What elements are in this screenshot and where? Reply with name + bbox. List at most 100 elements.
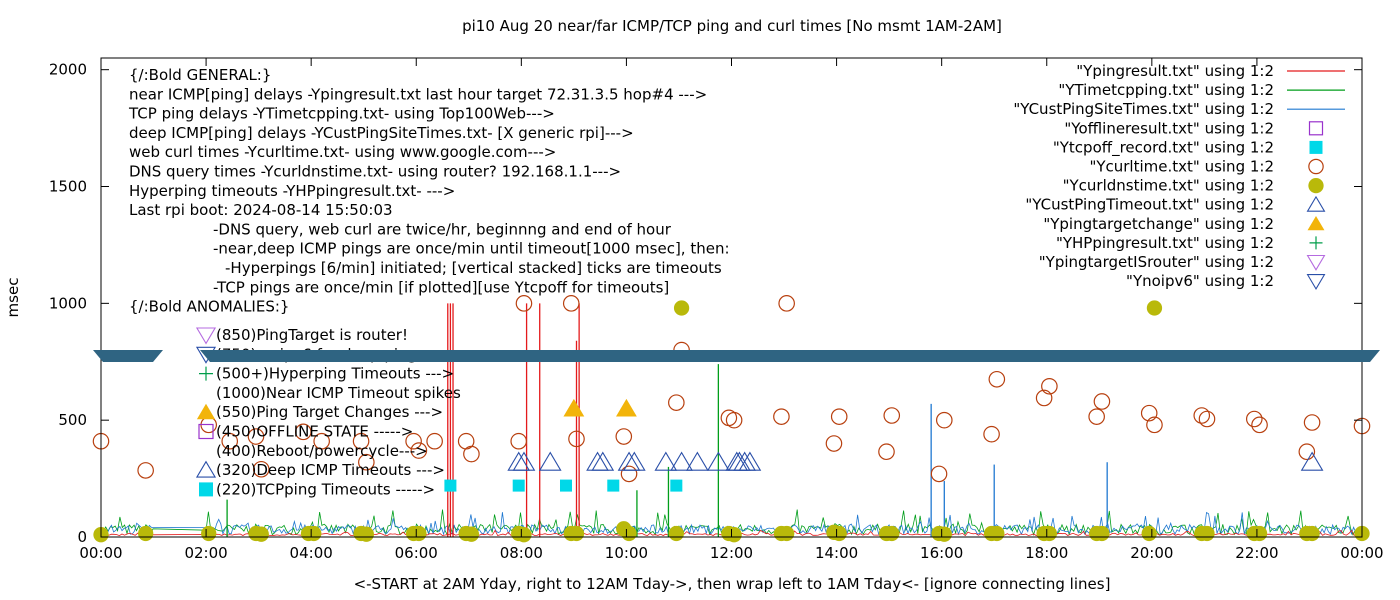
data-point bbox=[830, 408, 848, 425]
data-point bbox=[358, 453, 375, 471]
anomaly-text: (400)Reboot/powercycle---> bbox=[216, 442, 428, 460]
x-tick-label: 14:00 bbox=[815, 544, 858, 562]
data-point bbox=[668, 394, 685, 411]
data-point bbox=[253, 526, 269, 542]
anomaly-marker bbox=[199, 482, 213, 497]
data-point bbox=[831, 525, 847, 542]
data-point bbox=[615, 428, 633, 445]
data-point bbox=[1304, 525, 1320, 542]
anomaly-marker bbox=[196, 403, 216, 420]
annotation-text: near ICMP[ping] delays -Ypingresult.txt … bbox=[129, 85, 707, 103]
y-tick-label: 1000 bbox=[49, 294, 87, 312]
data-point bbox=[1140, 404, 1158, 422]
data-point bbox=[1094, 525, 1110, 542]
data-point bbox=[930, 465, 948, 483]
data-point bbox=[591, 451, 615, 471]
data-point bbox=[725, 411, 743, 429]
data-point bbox=[607, 479, 620, 492]
legend-label: "Ycurltime.txt" using 1:2 bbox=[1089, 158, 1274, 176]
data-point bbox=[778, 295, 795, 312]
data-point bbox=[1300, 451, 1324, 471]
data-point bbox=[559, 479, 572, 492]
data-point bbox=[512, 451, 536, 471]
anomaly-text: (1000)Near ICMP Timeout spikes bbox=[216, 384, 461, 402]
data-point bbox=[411, 525, 427, 542]
data-point bbox=[673, 300, 690, 316]
annotation-text: -TCP pings are once/min [if plotted][use… bbox=[213, 278, 669, 296]
y-tick-label: 1500 bbox=[49, 178, 87, 196]
annotation-text: web curl times -Ycurltime.txt- using www… bbox=[129, 143, 556, 161]
overlay-band bbox=[200, 350, 1380, 362]
data-point bbox=[620, 465, 638, 483]
legend-label: "Ypingresult.txt" using 1:2 bbox=[1076, 62, 1274, 80]
chart-title: pi10 Aug 20 near/far ICMP/TCP ping and c… bbox=[462, 17, 1002, 35]
legend-label: "Yofflineresult.txt" using 1:2 bbox=[1064, 119, 1274, 137]
legend-label: "Ypingtargetchange" using 1:2 bbox=[1043, 215, 1274, 233]
data-point bbox=[516, 527, 532, 543]
data-point bbox=[1298, 443, 1316, 461]
data-point bbox=[707, 451, 730, 471]
anomaly-text: (550)Ping Target Changes ---> bbox=[216, 403, 443, 421]
data-point bbox=[1146, 416, 1163, 434]
x-tick-label: 00:00 bbox=[79, 544, 122, 562]
data-point bbox=[738, 451, 762, 471]
data-point bbox=[1088, 408, 1105, 425]
data-point bbox=[670, 451, 693, 471]
data-point bbox=[883, 407, 901, 424]
data-point bbox=[726, 527, 742, 543]
data-point bbox=[1041, 377, 1058, 395]
y-tick-label: 500 bbox=[58, 411, 87, 429]
y-axis-label: msec bbox=[4, 278, 22, 318]
x-tick-label: 00:00 bbox=[1340, 544, 1383, 562]
data-point bbox=[306, 525, 322, 542]
x-tick-label: 04:00 bbox=[290, 544, 333, 562]
annotation-text: -DNS query, web curl are twice/hr, begin… bbox=[213, 220, 672, 238]
x-tick-label: 10:00 bbox=[605, 544, 648, 562]
data-point bbox=[463, 526, 480, 542]
annotation-text: Last rpi boot: 2024-08-14 15:50:03 bbox=[129, 201, 393, 219]
plot-area: 0 500 1000 1500 2000 00:00 02:00 04:00 06:00 08:0… bbox=[49, 57, 1384, 562]
legend-marker bbox=[1308, 121, 1324, 136]
data-point bbox=[773, 408, 790, 425]
data-point bbox=[621, 525, 637, 542]
x-tick-label: 12:00 bbox=[710, 544, 753, 562]
data-point bbox=[1193, 407, 1211, 424]
data-point bbox=[221, 432, 239, 450]
data-point bbox=[538, 451, 562, 471]
annotation-text: {/:Bold GENERAL:} bbox=[129, 66, 271, 84]
legend-label: "YHPpingresult.txt" using 1:2 bbox=[1056, 234, 1274, 252]
annotation-text: DNS query times -Ycurldnstime.txt- using… bbox=[129, 163, 621, 181]
y-tick-label: 2000 bbox=[49, 61, 87, 79]
data-point bbox=[654, 451, 678, 471]
legend-label: "YCustPingSiteTimes.txt" using 1:2 bbox=[1013, 100, 1274, 118]
data-point bbox=[1245, 410, 1263, 428]
data-point bbox=[983, 425, 1000, 443]
data-point bbox=[622, 451, 646, 471]
data-point bbox=[988, 370, 1006, 388]
anomaly-text: (220)TCPping Timeouts -----> bbox=[216, 480, 435, 498]
anomaly-marker bbox=[195, 460, 217, 478]
legend-label: "Ycurldnstime.txt" using 1:2 bbox=[1063, 177, 1274, 195]
data-point bbox=[989, 525, 1005, 542]
data-point bbox=[685, 451, 709, 471]
legend-marker bbox=[1308, 177, 1324, 194]
x-tick-label: 06:00 bbox=[395, 544, 438, 562]
x-tick-label: 18:00 bbox=[1025, 544, 1068, 562]
data-point bbox=[201, 525, 217, 542]
legend-marker bbox=[1308, 158, 1324, 175]
data-point bbox=[1041, 525, 1058, 542]
data-point bbox=[137, 462, 154, 479]
annotation-text: -near,deep ICMP pings are once/min until… bbox=[213, 240, 730, 258]
data-point bbox=[878, 443, 895, 461]
data-point bbox=[444, 479, 457, 492]
data-point bbox=[616, 398, 637, 417]
data-point bbox=[825, 435, 843, 452]
x-tick-label: 02:00 bbox=[184, 544, 227, 562]
data-point bbox=[313, 432, 330, 450]
x-tick-label: 22:00 bbox=[1235, 544, 1278, 562]
data-point bbox=[568, 430, 585, 448]
data-point bbox=[935, 411, 953, 429]
legend-label: "YCustPingTimeout.txt" using 1:2 bbox=[1025, 196, 1274, 214]
x-tick-label: 08:00 bbox=[500, 544, 543, 562]
